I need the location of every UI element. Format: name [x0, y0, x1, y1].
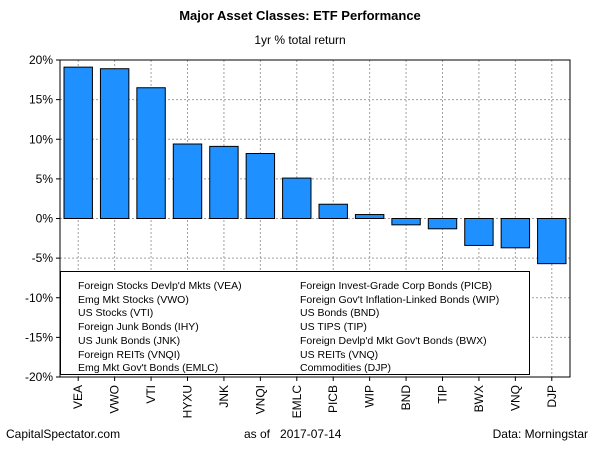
legend-item: US Bonds (BND): [300, 307, 380, 320]
legend-item: Foreign Gov't Inflation-Linked Bonds (WI…: [300, 293, 500, 306]
bar-vea: [63, 66, 93, 219]
x-tick-label: PICB: [326, 385, 340, 413]
legend-left-column: Foreign Stocks Devlp'd Mkts (VEA) Emg Mkt…: [78, 280, 242, 376]
x-axis: VEA VWO VTI HYXU JNK VNQI EMLC PICB WIP BND TIP BWX…: [71, 377, 559, 418]
bar-wip: [354, 214, 385, 220]
x-tick-label: BWX: [472, 385, 486, 412]
data-source: Data: Morningstar: [492, 427, 588, 441]
legend-item: Foreign REITs (VNQI): [78, 348, 181, 361]
x-tick-label: VEA: [71, 385, 85, 409]
y-tick-label: 0%: [36, 212, 54, 226]
x-tick-label: DJP: [545, 385, 559, 408]
y-tick-label: 15%: [29, 93, 53, 107]
chart-title: Major Asset Classes: ETF Performance: [179, 8, 421, 23]
legend-item: US Junk Bonds (JNK): [78, 334, 181, 347]
bar-emlc: [282, 177, 312, 220]
x-tick-label: VTI: [144, 385, 158, 404]
legend-item: US REITs (VNQ): [300, 348, 379, 361]
bar-picb: [318, 203, 348, 220]
y-axis: 20% 15% 10% 5% 0% -5% -10% -15% -20%: [25, 53, 60, 384]
x-tick-label: VWO: [108, 385, 122, 414]
legend-item: Foreign Devlp'd Mkt Gov't Bonds (BWX): [300, 334, 487, 347]
bar-vti: [136, 87, 166, 219]
legend-item: Emg Mkt Stocks (VWO): [78, 293, 189, 306]
legend-item: Commodities (DJP): [300, 362, 392, 375]
bar-tip: [427, 218, 458, 230]
chart-subtitle: 1yr % total return: [254, 33, 346, 47]
legend-item: Foreign Stocks Devlp'd Mkts (VEA): [78, 280, 242, 292]
bar-jnk: [209, 145, 239, 220]
y-tick-label: -5%: [32, 251, 54, 265]
legend-item: Foreign Invest-Grade Corp Bonds (PICB): [300, 280, 492, 292]
x-tick-label: JNK: [217, 385, 231, 408]
y-tick-label: 20%: [29, 53, 53, 67]
x-tick-label: VNQ: [508, 385, 522, 411]
as-of-label: as of: [244, 427, 271, 441]
bar-vnq: [500, 218, 531, 249]
bar-vnqi: [245, 153, 276, 219]
x-tick-label: HYXU: [181, 385, 195, 418]
legend-item: Foreign Junk Bonds (IHY): [78, 321, 199, 334]
y-tick-label: -10%: [25, 291, 53, 305]
as-of-date: as of 2017-07-14: [244, 427, 341, 441]
x-tick-label: TIP: [436, 385, 450, 404]
source-site: CapitalSpectator.com: [6, 427, 121, 441]
bar-djp: [537, 218, 567, 265]
legend-item: US Stocks (VTI): [78, 307, 154, 320]
as-of-value: 2017-07-14: [280, 427, 342, 441]
legend-right-column: Foreign Invest-Grade Corp Bonds (PICB) Fo…: [300, 280, 499, 376]
bar-bnd: [391, 218, 421, 226]
y-tick-label: 10%: [29, 132, 53, 146]
x-tick-label: VNQI: [253, 385, 267, 414]
x-tick-label: BND: [399, 385, 413, 411]
bar-bwx: [464, 218, 494, 246]
legend-item: Emg Mkt Gov't Bonds (EMLC): [78, 362, 219, 375]
y-tick-label: -20%: [25, 370, 53, 384]
bar-vwo: [99, 68, 130, 219]
y-tick-label: 5%: [36, 172, 54, 186]
legend-item: US TIPS (TIP): [300, 321, 367, 334]
legend: Foreign Stocks Devlp'd Mkts (VEA) Emg Mkt…: [60, 271, 530, 375]
x-tick-label: EMLC: [290, 385, 304, 419]
x-tick-label: WIP: [363, 385, 377, 408]
y-tick-label: -15%: [25, 330, 53, 344]
bar-hyxu: [172, 143, 203, 220]
bars: [63, 66, 567, 265]
plot-frame: [59, 59, 571, 378]
